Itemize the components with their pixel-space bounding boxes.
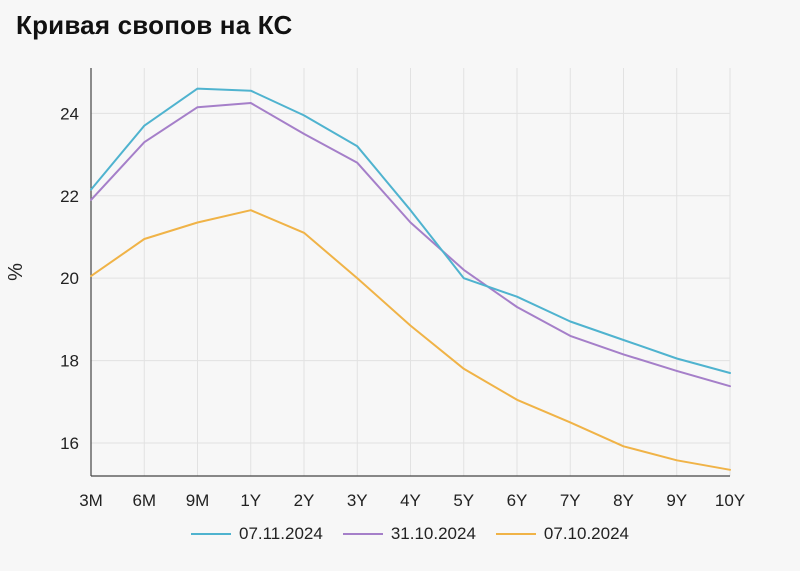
x-tick-label: 9Y — [666, 491, 687, 510]
legend-label: 31.10.2024 — [390, 524, 476, 543]
legend-label: 07.11.2024 — [238, 524, 323, 543]
series-line — [90, 102, 731, 388]
x-tick-label: 9M — [186, 491, 210, 510]
x-tick-label: 6M — [132, 491, 156, 510]
x-tick-label: 1Y — [240, 491, 261, 510]
x-tick-label: 4Y — [400, 491, 421, 510]
legend-item: 07.11.2024 — [190, 524, 323, 544]
tick-labels: 16 18 20 22 24 3M 6M 9M 1Y 2Y 3Y 4Y 5Y 6Y 7Y 8Y 9Y 10Y% — [5, 104, 745, 510]
y-tick-label: 22 — [60, 187, 79, 206]
series-line — [90, 209, 731, 471]
y-tick-label: 18 — [60, 352, 79, 371]
x-tick-label: 6Y — [507, 491, 528, 510]
x-tick-label: 3M — [79, 491, 103, 510]
legend-item: 31.10.2024 — [342, 524, 476, 544]
legend-item: 07.10.2024 — [495, 524, 629, 544]
x-tick-label: 3Y — [347, 491, 368, 510]
series-line — [90, 87, 731, 374]
legend-swatch — [495, 533, 536, 535]
y-tick-label: 24 — [60, 104, 79, 123]
legend-label: 07.10.2024 — [543, 524, 629, 543]
x-tick-label: 7Y — [560, 491, 581, 510]
legend-swatch — [190, 533, 231, 535]
x-tick-label: 5Y — [453, 491, 474, 510]
x-tick-label: 2Y — [294, 491, 315, 510]
series-lines — [90, 87, 731, 471]
y-tick-label: 16 — [60, 434, 79, 453]
chart-legend: 07.11.2024 31.10.2024 07.10.2024 — [0, 524, 800, 544]
legend-swatch — [342, 533, 383, 535]
y-axis-title: % — [5, 263, 27, 281]
y-tick-label: 20 — [60, 269, 79, 288]
x-tick-label: 8Y — [613, 491, 634, 510]
chart-title: Кривая свопов на КС — [16, 10, 293, 40]
axes — [90, 68, 730, 477]
x-tick-label: 10Y — [715, 491, 745, 510]
grid-lines — [91, 68, 731, 476]
